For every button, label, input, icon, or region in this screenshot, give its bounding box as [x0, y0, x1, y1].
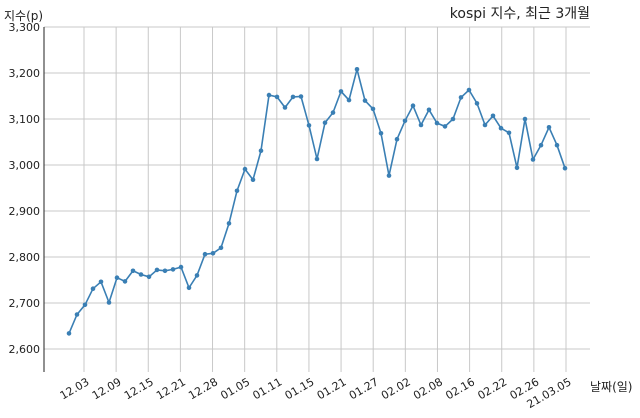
y-tick-label: 3,000 [9, 159, 41, 172]
y-tick-label: 2,800 [9, 251, 41, 264]
series-line [68, 69, 566, 334]
data-point [474, 101, 480, 106]
data-point [498, 125, 504, 131]
y-tick-label: 3,100 [9, 113, 41, 126]
data-point [186, 285, 192, 291]
x-tick-label: 01.05 [218, 375, 252, 402]
data-point [522, 116, 528, 122]
x-tick-label: 12.03 [58, 375, 92, 402]
data-point [378, 131, 384, 136]
data-point [490, 113, 496, 119]
data-point [98, 279, 104, 285]
data-point [314, 156, 320, 162]
data-point [274, 94, 280, 100]
data-point [170, 267, 176, 272]
data-point [554, 142, 560, 148]
data-point [226, 221, 232, 226]
x-axis-label: 날짜(일) [590, 380, 632, 394]
data-point [394, 136, 400, 142]
data-point [146, 274, 152, 280]
y-tick-label: 3,200 [9, 67, 41, 80]
data-point [210, 251, 216, 256]
data-point [386, 173, 392, 178]
x-tick-label: 12.15 [122, 375, 156, 402]
data-point [234, 188, 240, 194]
data-point [202, 251, 208, 257]
data-point [258, 148, 264, 153]
data-point [282, 105, 288, 110]
data-point [410, 103, 416, 108]
data-point [106, 300, 112, 305]
data-point [506, 130, 512, 136]
x-tick-label: 02.16 [443, 375, 477, 402]
data-point [434, 120, 440, 126]
data-point [266, 92, 272, 98]
data-point [178, 264, 184, 270]
data-point [562, 165, 568, 171]
data-point [458, 95, 464, 100]
grid [43, 26, 590, 372]
data-point [90, 286, 96, 292]
data-point [466, 87, 472, 93]
x-tick-label: 12.28 [186, 375, 220, 402]
data-point [122, 279, 128, 284]
x-tick-label: 01.27 [347, 375, 381, 402]
y-tick-label: 2,900 [9, 205, 41, 218]
data-point [362, 98, 368, 103]
plot-area [66, 67, 568, 336]
data-point [130, 268, 136, 274]
data-point [354, 67, 360, 72]
data-point [290, 94, 296, 100]
chart-title: kospi 지수, 최근 3개월 [450, 6, 590, 22]
data-point [530, 157, 536, 162]
data-point [114, 275, 120, 281]
data-point [74, 312, 80, 317]
data-point [346, 97, 352, 103]
y-tick-label: 3,300 [9, 21, 41, 34]
data-point [82, 302, 88, 308]
data-point [442, 124, 448, 129]
x-tick-label: 12.09 [90, 375, 124, 402]
x-tick-label: 01.11 [251, 375, 285, 402]
data-point [66, 331, 72, 336]
x-tick-label: 12.21 [154, 375, 188, 402]
y-axis-label: 지수(p) [4, 9, 43, 23]
data-point [242, 166, 248, 172]
data-point [450, 116, 456, 122]
x-tick-label: 02.22 [475, 375, 509, 402]
y-axis: 2,600 2,700 2,800 2,900 3,000 3,100 3,200 3,300 [9, 21, 41, 356]
data-point [322, 120, 328, 125]
data-point [194, 273, 200, 278]
x-tick-label: 02.02 [379, 375, 413, 402]
data-point [338, 89, 344, 94]
data-point [546, 125, 552, 130]
data-point [402, 118, 408, 124]
x-tick-label: 01.15 [283, 375, 317, 402]
data-point [538, 142, 544, 148]
y-tick-label: 2,700 [9, 297, 41, 310]
data-point [154, 267, 160, 273]
data-point [482, 122, 488, 128]
data-point [418, 122, 424, 128]
data-point [370, 106, 376, 112]
data-point [218, 245, 224, 251]
data-point [426, 107, 432, 113]
x-tick-label: 02.08 [411, 375, 445, 402]
data-point [298, 94, 304, 99]
data-point [330, 110, 336, 115]
data-point [250, 177, 256, 182]
data-point [514, 165, 520, 171]
x-tick-label: 01.21 [315, 375, 349, 402]
data-point [306, 123, 312, 128]
data-point [138, 272, 144, 277]
y-tick-label: 2,600 [9, 343, 41, 356]
data-point [162, 268, 168, 274]
x-axis: 12.0312.0912.1512.2112.2801.0501.1101.15… [58, 375, 574, 411]
